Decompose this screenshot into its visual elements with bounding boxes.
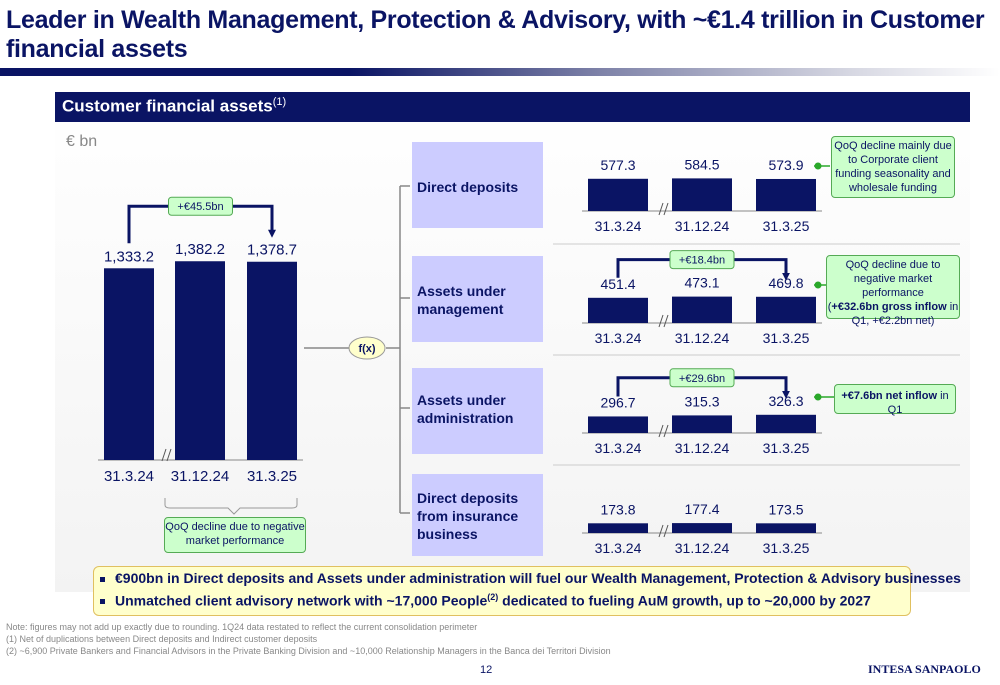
axis-break-mark: [658, 524, 664, 538]
bar-auadmin-3: [756, 414, 816, 433]
title-rule: [0, 68, 1000, 76]
callout-label: +€18.4bn: [679, 255, 725, 267]
data-label: 573.9: [768, 157, 803, 173]
category-label: 31.3.25: [763, 330, 810, 346]
note-customer-assets: QoQ decline due to negative market perfo…: [164, 517, 306, 553]
segment-box-auadmin: [412, 368, 543, 454]
data-label: 315.3: [684, 393, 719, 409]
axis-break-mark: [663, 424, 669, 438]
note-dot: [814, 162, 822, 170]
callout-box: [669, 368, 735, 388]
page-number: 12: [480, 664, 493, 676]
axis-break-mark: [161, 448, 167, 462]
segment-label-direct-deposits: Direct deposits: [417, 179, 519, 195]
axis-break-mark: [166, 448, 172, 462]
data-label: 1,333.2: [104, 248, 154, 265]
data-label: 296.7: [600, 394, 635, 410]
category-label: 31.3.24: [104, 468, 154, 485]
axis-break-mark: [658, 424, 664, 438]
category-label: 31.3.24: [595, 218, 642, 234]
category-label: 31.3.25: [763, 218, 810, 234]
category-label: 31.3.25: [763, 440, 810, 456]
category-label: 31.12.24: [675, 540, 730, 556]
panel-title-text: Customer financial assets: [62, 96, 273, 116]
axis-break-mark: [663, 314, 669, 328]
bracket: [164, 498, 298, 515]
bar-insurance-2: [672, 523, 732, 533]
category-label: 31.12.24: [675, 218, 730, 234]
category-label: 31.3.25: [247, 468, 297, 485]
category-label: 31.12.24: [675, 440, 730, 456]
bullet-1: €900bn in Direct deposits and Assets und…: [100, 570, 961, 586]
bar-aum-2: [672, 296, 732, 323]
callout-label: +€45.5bn: [177, 201, 223, 213]
bar-direct-deposits-3: [756, 178, 816, 211]
callout-box: [669, 250, 735, 270]
fx-label: f(x): [358, 343, 375, 355]
data-label: 177.4: [684, 501, 719, 517]
bar-direct-deposits-1: [588, 178, 648, 211]
segment-box-aum: [412, 256, 543, 342]
bars-layer: 1,333.2 31.3.24 1,382.2 31.12.24 1,378.7 31.3…: [98, 156, 822, 556]
bar-insurance-3: [756, 523, 816, 533]
bar-total-2: [175, 261, 225, 460]
note-aum: QoQ decline due to negative market perfo…: [826, 255, 960, 327]
callout-label: +€29.6bn: [679, 373, 725, 385]
panel-title: Customer financial assets(1): [62, 96, 286, 117]
segment-box-direct-deposits: [412, 142, 543, 228]
callout-box: [168, 196, 233, 216]
bar-direct-deposits-2: [672, 178, 732, 211]
data-label: 173.5: [768, 501, 803, 517]
note-auadmin: +€7.6bn net inflow in Q1: [834, 384, 956, 416]
footnote-1: (1) Net of duplications between Direct d…: [6, 634, 318, 644]
footnote-2: (2) ~6,900 Private Bankers and Financial…: [6, 646, 611, 656]
bar-insurance-1: [588, 523, 648, 533]
page-title: Leader in Wealth Management, Protection …: [6, 6, 985, 63]
segment-label-insurance: Direct deposits from insurance business: [417, 490, 519, 542]
tree-connector: [304, 185, 410, 514]
bar-total-1: [104, 268, 154, 460]
category-label: 31.3.24: [595, 540, 642, 556]
data-label: 326.3: [768, 393, 803, 409]
axis-break-mark: [658, 314, 664, 328]
note-direct-deposits: QoQ decline mainly due to Corporate clie…: [831, 136, 955, 198]
bar-total-3: [247, 261, 297, 460]
bullet-2: Unmatched client advisory network with ~…: [100, 592, 871, 609]
data-label: 584.5: [684, 156, 719, 172]
axis-break-mark: [663, 202, 669, 216]
note-dot: [814, 281, 822, 289]
panel-title-sup: (1): [272, 96, 287, 108]
bar-aum-1: [588, 297, 648, 323]
data-label: 577.3: [600, 157, 635, 173]
bar-auadmin-1: [588, 416, 648, 433]
bar-auadmin-2: [672, 415, 732, 433]
category-label: 31.3.25: [763, 540, 810, 556]
unit-label: € bn: [66, 133, 98, 150]
note-dot: [814, 393, 822, 401]
data-label: 173.8: [600, 501, 635, 517]
panel-header: [55, 92, 970, 122]
data-label: 469.8: [768, 275, 803, 291]
segment-box-insurance: [412, 474, 543, 556]
segment-label-aum: Assets under management: [417, 283, 506, 317]
axis-break-mark: [658, 202, 664, 216]
category-label: 31.3.24: [595, 440, 642, 456]
data-label: 1,378.7: [247, 242, 297, 259]
segment-dividers: [553, 243, 960, 466]
fx-oval: [348, 336, 386, 360]
category-label: 31.12.24: [675, 330, 730, 346]
logo: INTESA SANPAOLO: [868, 662, 981, 676]
category-label: 31.12.24: [171, 468, 229, 485]
data-label: 451.4: [600, 276, 635, 292]
footnote-note: Note: figures may not add up exactly due…: [6, 622, 478, 632]
bar-aum-3: [756, 296, 816, 323]
segment-label-auadmin: Assets under administration: [417, 392, 514, 426]
highlight-box: [93, 566, 911, 616]
axis-break-mark: [663, 524, 669, 538]
data-label: 473.1: [684, 275, 719, 291]
data-label: 1,382.2: [175, 241, 225, 258]
category-label: 31.3.24: [595, 330, 642, 346]
